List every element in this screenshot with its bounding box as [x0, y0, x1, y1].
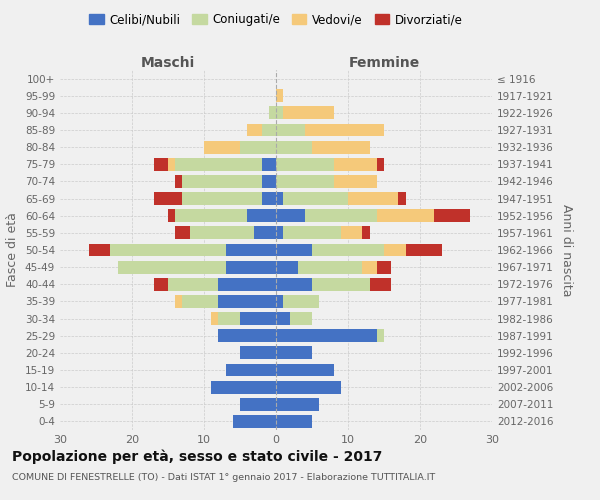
Bar — [233, 415, 276, 428]
Bar — [175, 175, 182, 188]
Bar — [370, 278, 391, 290]
Bar — [362, 260, 377, 274]
Bar — [218, 312, 240, 325]
Bar — [276, 398, 319, 410]
Bar — [240, 140, 276, 153]
Bar — [276, 330, 377, 342]
Bar — [276, 278, 312, 290]
Bar — [312, 244, 384, 256]
Bar — [276, 295, 283, 308]
Bar — [362, 226, 370, 239]
Bar — [89, 244, 110, 256]
Bar — [226, 244, 276, 256]
Bar — [175, 158, 262, 170]
Text: Popolazione per età, sesso e stato civile - 2017: Popolazione per età, sesso e stato civil… — [12, 450, 382, 464]
Text: Maschi: Maschi — [141, 56, 195, 70]
Text: COMUNE DI FENESTRELLE (TO) - Dati ISTAT 1° gennaio 2017 - Elaborazione TUTTITALI: COMUNE DI FENESTRELLE (TO) - Dati ISTAT … — [12, 472, 435, 482]
Bar — [175, 210, 247, 222]
Bar — [168, 210, 175, 222]
Bar — [262, 158, 276, 170]
Bar — [276, 124, 305, 136]
Bar — [276, 244, 312, 256]
Bar — [348, 192, 398, 205]
Bar — [190, 226, 254, 239]
Bar — [262, 175, 276, 188]
Bar — [168, 158, 175, 170]
Bar — [211, 380, 276, 394]
Bar — [290, 312, 312, 325]
Bar — [276, 380, 341, 394]
Bar — [218, 278, 276, 290]
Bar — [276, 346, 312, 360]
Bar — [118, 260, 226, 274]
Bar — [312, 278, 370, 290]
Bar — [110, 244, 226, 256]
Bar — [276, 260, 298, 274]
Bar — [218, 295, 276, 308]
Bar — [298, 260, 362, 274]
Bar — [168, 278, 218, 290]
Bar — [182, 192, 262, 205]
Y-axis label: Fasce di età: Fasce di età — [7, 212, 19, 288]
Bar — [276, 106, 283, 120]
Bar — [434, 210, 470, 222]
Bar — [262, 192, 276, 205]
Y-axis label: Anni di nascita: Anni di nascita — [560, 204, 573, 296]
Bar — [247, 210, 276, 222]
Bar — [276, 312, 290, 325]
Bar — [312, 140, 370, 153]
Bar — [247, 124, 262, 136]
Bar — [406, 244, 442, 256]
Bar — [276, 140, 312, 153]
Bar — [269, 106, 276, 120]
Bar — [254, 226, 276, 239]
Bar — [283, 106, 334, 120]
Bar — [276, 192, 283, 205]
Bar — [377, 210, 434, 222]
Bar — [154, 192, 182, 205]
Bar — [204, 140, 240, 153]
Bar — [226, 364, 276, 376]
Bar — [398, 192, 406, 205]
Bar — [182, 175, 262, 188]
Text: Femmine: Femmine — [349, 56, 419, 70]
Bar — [154, 158, 168, 170]
Bar — [240, 346, 276, 360]
Bar — [283, 226, 341, 239]
Bar — [211, 312, 218, 325]
Bar — [276, 175, 334, 188]
Bar — [240, 312, 276, 325]
Bar — [276, 226, 283, 239]
Bar — [262, 124, 276, 136]
Bar — [175, 226, 190, 239]
Bar — [276, 158, 334, 170]
Bar — [283, 192, 348, 205]
Bar — [175, 295, 182, 308]
Bar — [283, 295, 319, 308]
Bar — [384, 244, 406, 256]
Bar — [334, 158, 377, 170]
Bar — [276, 364, 334, 376]
Bar — [334, 175, 377, 188]
Bar — [341, 226, 362, 239]
Bar — [305, 210, 377, 222]
Bar — [377, 158, 384, 170]
Legend: Celibi/Nubili, Coniugati/e, Vedovi/e, Divorziati/e: Celibi/Nubili, Coniugati/e, Vedovi/e, Di… — [85, 8, 467, 31]
Bar — [240, 398, 276, 410]
Bar — [218, 330, 276, 342]
Bar — [377, 260, 391, 274]
Bar — [276, 415, 312, 428]
Bar — [154, 278, 168, 290]
Bar — [377, 330, 384, 342]
Bar — [182, 295, 218, 308]
Bar — [276, 90, 283, 102]
Bar — [305, 124, 384, 136]
Bar — [226, 260, 276, 274]
Bar — [276, 210, 305, 222]
